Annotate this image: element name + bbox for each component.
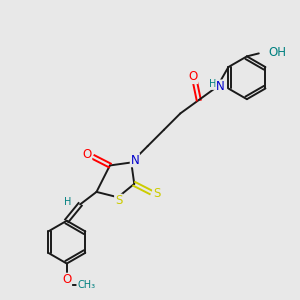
Text: N: N [216,80,225,93]
Text: O: O [82,148,91,161]
Text: O: O [188,70,197,83]
Text: S: S [115,194,122,207]
Text: CH₃: CH₃ [77,280,95,290]
Text: OH: OH [268,46,286,59]
Text: H: H [209,79,216,89]
Text: H: H [64,197,71,207]
Text: S: S [153,187,160,200]
Text: O: O [62,273,71,286]
Text: N: N [130,154,139,166]
